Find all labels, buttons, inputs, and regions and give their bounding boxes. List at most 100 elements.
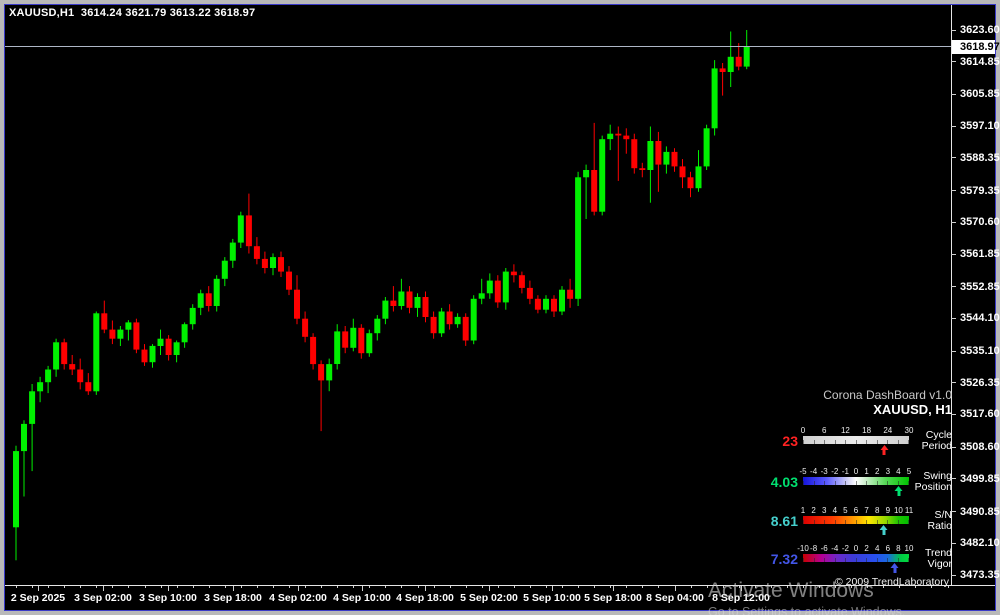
candle-body xyxy=(543,298,549,310)
time-minor-tick xyxy=(883,586,885,588)
time-major-tick xyxy=(38,586,39,591)
time-tick-label: 3 Sep 10:00 xyxy=(139,592,197,604)
time-minor-tick xyxy=(899,586,901,588)
scale-tick-label: 1 xyxy=(864,467,869,476)
scale-tick-label: -2 xyxy=(841,544,849,553)
time-minor-tick xyxy=(112,586,114,588)
time-axis[interactable]: 2 Sep 2025 3 Sep 02:00 3 Sep 10:00 3 Sep 18… xyxy=(5,585,995,609)
sn-ratio-marker-arrow-icon xyxy=(879,525,888,535)
time-major-tick xyxy=(362,586,363,591)
candle-body xyxy=(398,291,405,306)
time-minor-tick xyxy=(819,586,820,588)
candle-body xyxy=(237,215,244,243)
time-tick-label: 3 Sep 18:00 xyxy=(204,592,262,604)
candle-body xyxy=(294,289,300,319)
time-major-tick xyxy=(103,586,104,591)
current-price-label: 3618.97 xyxy=(952,40,1000,54)
time-minor-tick xyxy=(353,586,355,588)
bar-notch xyxy=(834,440,836,444)
bar-notch xyxy=(824,558,825,562)
candle-body xyxy=(559,289,565,312)
time-minor-tick xyxy=(481,586,483,588)
swing-position-value: 4.03 xyxy=(770,474,798,490)
candle-body xyxy=(454,316,461,325)
candle-wick xyxy=(585,164,587,219)
candle-body xyxy=(229,242,236,261)
time-minor-tick xyxy=(546,586,547,588)
cycle-period-marker-arrow-icon xyxy=(880,445,889,455)
candle-body xyxy=(406,291,413,308)
candle-body xyxy=(165,338,172,355)
candle-body xyxy=(470,298,477,341)
dashboard-row-cycle-period: 23 0 6 12 18 24 30 Cycle Period xyxy=(745,426,952,456)
candlestick-chart[interactable] xyxy=(5,5,952,585)
price-tick xyxy=(951,157,956,159)
candle-body xyxy=(245,215,252,247)
arrow-stem xyxy=(897,491,901,496)
price-tick xyxy=(951,221,956,223)
time-minor-tick xyxy=(465,586,467,588)
time-minor-tick xyxy=(610,586,612,588)
scale-tick-label: -2 xyxy=(831,467,839,476)
time-axis-border xyxy=(5,585,995,586)
scale-tick-label: 12 xyxy=(840,426,850,435)
row-label-line2: Vigor xyxy=(927,558,952,570)
candle-body xyxy=(69,364,76,370)
candle-body xyxy=(583,170,590,178)
scale-tick-label: -4 xyxy=(810,467,818,476)
price-axis[interactable]: 3618.97 3623.60 3614.85 3605.85 3597.10 3588… xyxy=(951,5,1000,585)
scale-tick-label: 8 xyxy=(896,544,901,553)
price-tick-label: 3526.35 xyxy=(960,377,1000,389)
time-minor-tick xyxy=(786,586,788,588)
cycle-period-value: 23 xyxy=(782,433,798,449)
scale-tick-label: 2 xyxy=(864,544,869,553)
time-minor-tick xyxy=(706,586,708,588)
scale-tick-label: 6 xyxy=(821,426,827,435)
candle-body xyxy=(687,177,694,189)
candle-body xyxy=(261,258,268,268)
arrow-stem xyxy=(882,530,886,535)
price-tick-label: 3561.85 xyxy=(960,248,1000,260)
time-minor-tick xyxy=(64,586,66,588)
candle-body xyxy=(270,257,276,268)
time-minor-tick xyxy=(160,586,162,588)
current-price-line xyxy=(5,46,951,48)
candle-body xyxy=(438,311,445,334)
time-minor-tick xyxy=(417,586,419,588)
candle-body xyxy=(318,364,325,381)
candle-body xyxy=(727,56,734,72)
scale-tick-label: -3 xyxy=(820,467,828,476)
candle-body xyxy=(526,287,533,299)
candle-body xyxy=(462,316,469,341)
ohlc-values: 3614.24 3621.79 3613.22 3618.97 xyxy=(80,7,256,19)
bar-notch xyxy=(834,520,836,524)
candle-body xyxy=(213,278,220,306)
candle-body xyxy=(358,327,365,354)
swing-position-gradient-bar xyxy=(803,477,909,485)
arrow-stem xyxy=(882,450,886,455)
candle-body xyxy=(679,166,686,178)
candle-body xyxy=(133,322,140,350)
time-minor-tick xyxy=(128,586,130,588)
cycle-period-gradient-bar xyxy=(803,436,909,444)
bar-notch xyxy=(803,520,804,524)
candle-body xyxy=(181,324,188,343)
time-minor-tick xyxy=(96,586,98,588)
candle-body xyxy=(37,382,44,392)
time-minor-tick xyxy=(529,586,531,588)
bar-notch xyxy=(897,520,899,524)
scale-tick-label: 3 xyxy=(885,467,891,476)
scale-tick-label: 10 xyxy=(893,506,903,515)
candle-wick xyxy=(625,128,627,154)
time-tick-label: 5 Sep 10:00 xyxy=(523,592,581,604)
bar-notch xyxy=(855,520,857,524)
candle-body xyxy=(278,257,284,272)
candle-body xyxy=(93,313,100,392)
price-tick xyxy=(951,446,956,448)
sn-ratio-scale: 1 2 3 4 5 6 7 8 9 10 11 xyxy=(801,506,913,536)
row-label-line1: Trend xyxy=(924,547,952,559)
price-tick-label: 3588.35 xyxy=(960,152,1000,164)
price-tick-label: 3552.85 xyxy=(960,281,1000,293)
candle-body xyxy=(125,322,132,330)
time-tick-label: 5 Sep 18:00 xyxy=(584,592,642,604)
